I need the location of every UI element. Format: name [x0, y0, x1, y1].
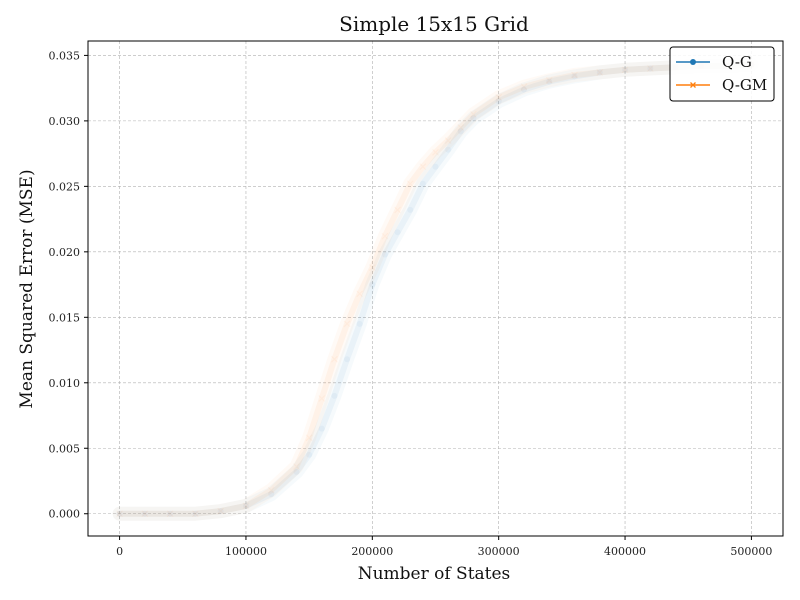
data-point [394, 206, 402, 214]
y-tick-label: 0.015 [49, 311, 81, 324]
data-point [191, 510, 199, 518]
series-band [112, 57, 759, 521]
y-tick-label: 0.025 [49, 180, 81, 193]
x-axis-title: Number of States [358, 564, 511, 584]
data-point [621, 66, 629, 74]
data-point [596, 69, 604, 76]
data-point [495, 98, 502, 105]
x-tick-label: 100000 [225, 545, 267, 558]
data-point [305, 434, 313, 442]
series-band [112, 57, 759, 521]
data-point [571, 71, 578, 79]
data-point [444, 137, 452, 144]
data-point [217, 507, 225, 515]
data-point [445, 146, 452, 153]
data-point [381, 232, 389, 240]
legend-box [669, 46, 775, 102]
data-point [545, 76, 553, 84]
data-point [457, 128, 464, 135]
data-point [381, 251, 388, 258]
data-point [457, 124, 465, 131]
x-tick-label: 200000 [351, 545, 393, 558]
data-point [344, 356, 351, 363]
series-line [116, 61, 755, 517]
y-tick-label: 0.005 [49, 442, 81, 455]
data-point [306, 451, 313, 458]
x-tick-label: 400000 [604, 545, 646, 558]
data-point [192, 510, 199, 517]
y-tick-label: 0.010 [49, 377, 81, 390]
data-point [167, 510, 174, 517]
y-axis-title: Mean Squared Error (MSE) [17, 169, 37, 408]
data-point [520, 83, 528, 91]
data-point [495, 93, 503, 101]
data-point [406, 180, 414, 188]
y-tick-label: 0.030 [49, 115, 81, 128]
data-point [407, 206, 414, 213]
data-point [419, 163, 427, 171]
data-point [546, 78, 553, 85]
data-point [343, 320, 351, 328]
data-point [267, 486, 275, 494]
legend: Q-G Q-GM [669, 46, 775, 102]
y-tick-label: 0.035 [49, 49, 81, 62]
data-point [116, 510, 124, 518]
x-tick-label: 0 [116, 545, 123, 558]
data-point [596, 69, 603, 76]
data-point [242, 502, 249, 509]
data-point [318, 425, 325, 432]
ticks: 0 100000 200000 300000 400000 500000 0.000 0.00… [49, 49, 773, 558]
data-point [217, 508, 224, 515]
legend-marker-x [690, 82, 696, 88]
series-line [116, 61, 755, 517]
data-point [571, 73, 578, 80]
data-point [116, 510, 123, 517]
data-point [432, 163, 439, 170]
data-point [242, 502, 250, 510]
chart-title: Simple 15x15 Grid [339, 12, 529, 36]
data-point [419, 180, 426, 187]
plot-frame [87, 40, 784, 537]
y-tick-label: 0.000 [49, 508, 81, 521]
data-point [166, 510, 174, 518]
legend-label: Q-G [722, 53, 752, 71]
data-point [646, 65, 654, 72]
data-point [141, 510, 149, 518]
x-tick-label: 300000 [478, 545, 520, 558]
data-point [622, 66, 629, 73]
data-point [318, 395, 326, 402]
data-point [369, 281, 376, 288]
legend-item: Q-G [676, 53, 752, 71]
data-point [141, 510, 148, 517]
data-point [293, 463, 300, 471]
data-point [469, 110, 477, 118]
data-point [331, 392, 338, 399]
data-point [394, 229, 401, 236]
data-point [470, 115, 477, 122]
data-point [356, 320, 363, 327]
legend-item: Q-GM [676, 76, 767, 94]
series-q-g [112, 57, 759, 521]
data-point [268, 491, 275, 498]
data-point [520, 86, 527, 93]
data-point [356, 290, 364, 298]
x-tick-label: 500000 [730, 545, 772, 558]
data-point [330, 355, 338, 363]
data-point [647, 65, 654, 72]
data-point [293, 468, 300, 475]
y-tick-label: 0.020 [49, 246, 81, 259]
data-point [368, 264, 376, 271]
legend-marker-circle [690, 59, 696, 65]
grid [88, 41, 783, 536]
data-point [432, 148, 439, 156]
legend-label: Q-GM [722, 76, 767, 94]
